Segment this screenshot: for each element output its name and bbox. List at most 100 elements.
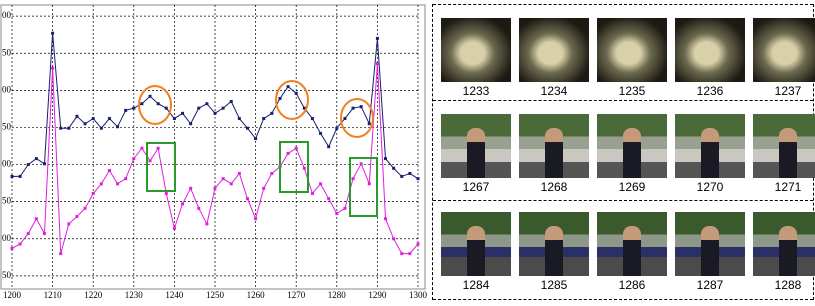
frame-label: 1287 (675, 278, 745, 292)
point (417, 177, 420, 180)
point (181, 112, 184, 115)
point (75, 115, 78, 118)
point (392, 237, 395, 240)
point (59, 252, 62, 255)
point (75, 215, 78, 218)
x-tick-label: 1260 (247, 290, 266, 300)
person (467, 128, 485, 178)
point (19, 242, 22, 245)
point (205, 102, 208, 105)
highlight-circle (139, 86, 171, 124)
point (84, 207, 87, 210)
person (701, 128, 719, 178)
thumbnail (753, 18, 815, 82)
person (623, 128, 641, 178)
point (376, 62, 379, 65)
point (43, 232, 46, 235)
highlight-box (350, 158, 377, 216)
point (311, 117, 314, 120)
point (343, 117, 346, 120)
separator (433, 100, 813, 101)
thumbnail (597, 114, 667, 178)
point (287, 85, 290, 88)
thumbnail (441, 212, 511, 276)
thumbnail (519, 18, 589, 82)
point (27, 163, 30, 166)
y-tick-label: 50 (2, 196, 12, 206)
point (35, 157, 38, 160)
frame-label: 1288 (753, 278, 815, 292)
x-tick-label: 1220 (84, 290, 103, 300)
figure: 5000500050005000120012101220123012401250… (0, 0, 815, 306)
point (376, 37, 379, 40)
point (327, 145, 330, 148)
frame-label: 1234 (519, 84, 589, 98)
point (238, 172, 241, 175)
point (19, 175, 22, 178)
point (165, 192, 168, 195)
point (149, 95, 152, 98)
x-tick-label: 1270 (287, 290, 306, 300)
point (417, 242, 420, 245)
point (360, 105, 363, 108)
point (100, 182, 103, 185)
point (384, 217, 387, 220)
point (132, 107, 135, 110)
point (408, 252, 411, 255)
thumbnail (675, 18, 745, 82)
point (67, 127, 70, 130)
point (214, 187, 217, 190)
person (701, 226, 719, 276)
point (157, 147, 160, 150)
point (246, 197, 249, 200)
point (384, 157, 387, 160)
x-tick-label: 1210 (44, 290, 63, 300)
x-tick-label: 1200 (3, 290, 22, 300)
point (352, 177, 355, 180)
x-tick-label: 1230 (125, 290, 144, 300)
person (545, 128, 563, 178)
point (278, 97, 281, 100)
point (35, 217, 38, 220)
thumbnail (753, 114, 815, 178)
point (51, 32, 54, 35)
point (140, 102, 143, 105)
point (335, 127, 338, 130)
point (140, 147, 143, 150)
y-tick-label: 50 (2, 122, 12, 132)
point (295, 147, 298, 150)
point (165, 107, 168, 110)
point (254, 217, 257, 220)
point (84, 122, 87, 125)
point (149, 159, 152, 162)
point (116, 125, 119, 128)
x-tick-label: 1280 (328, 290, 347, 300)
point (230, 100, 233, 103)
x-tick-label: 1300 (409, 290, 428, 300)
point (360, 162, 363, 165)
point (100, 127, 103, 130)
x-tick-label: 1240 (165, 290, 184, 300)
thumbnail (441, 114, 511, 178)
person (545, 226, 563, 276)
frame-label: 1237 (753, 84, 815, 98)
point (368, 122, 371, 125)
thumbnail (597, 212, 667, 276)
frame-label: 1268 (519, 180, 589, 194)
y-tick-label: 00 (2, 84, 12, 94)
thumbnail (753, 212, 815, 276)
person (779, 128, 797, 178)
point (205, 222, 208, 225)
point (67, 222, 70, 225)
y-tick-label: 00 (2, 233, 12, 243)
point (11, 247, 14, 250)
y-tick-label: 00 (2, 10, 12, 20)
point (238, 117, 241, 120)
point (311, 192, 314, 195)
separator (433, 299, 813, 300)
point (124, 177, 127, 180)
point (197, 207, 200, 210)
point (11, 175, 14, 178)
